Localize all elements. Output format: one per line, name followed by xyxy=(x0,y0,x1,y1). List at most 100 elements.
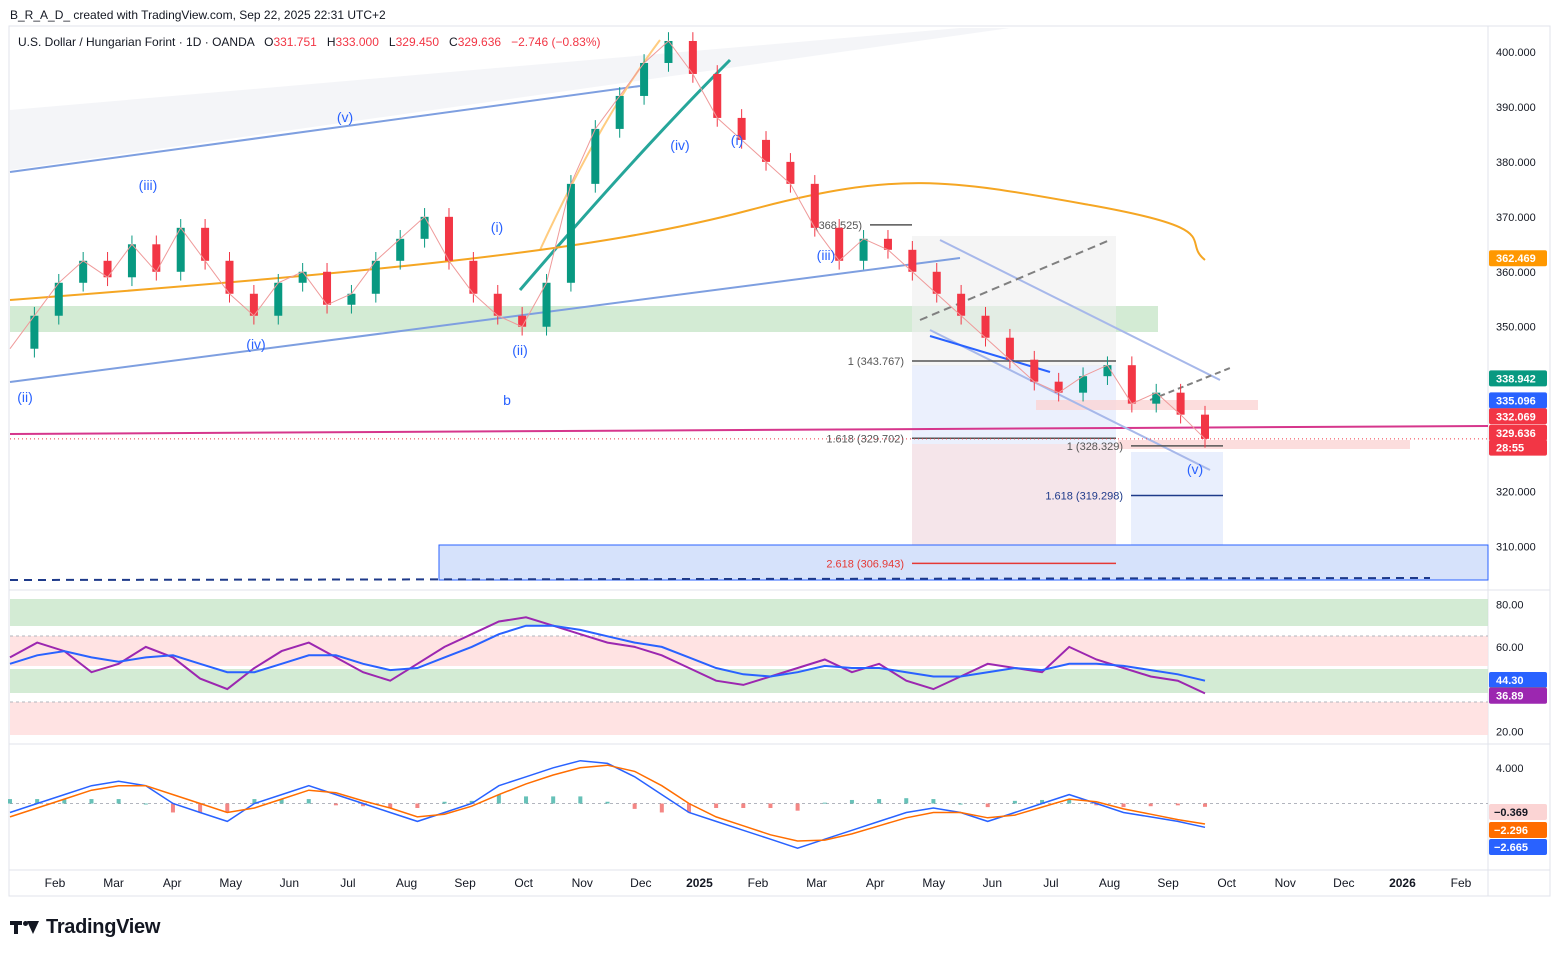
price-label-text: 362.469 xyxy=(1496,253,1536,265)
target-zone-blue xyxy=(438,544,1489,581)
macd-hist-bar xyxy=(985,803,990,808)
fib-level-label: 1.618 (329.702) xyxy=(826,433,904,445)
price-label-badge xyxy=(1489,439,1547,456)
candle-body xyxy=(79,260,88,283)
macd-hist-bar xyxy=(1067,799,1072,804)
macd-tick-label: 4.000 xyxy=(1496,763,1524,775)
price-tick-label: 370.000 xyxy=(1496,212,1536,224)
candle-body xyxy=(737,117,746,140)
wave-label: (iii) xyxy=(139,177,158,193)
macd-hist-bar xyxy=(1040,799,1045,804)
time-axis-label: Apr xyxy=(866,876,885,890)
candle-body xyxy=(1005,337,1014,360)
candle-body xyxy=(176,227,185,272)
candle-body xyxy=(201,227,210,261)
macd-hist-bar xyxy=(35,799,40,804)
candle-body xyxy=(542,282,551,327)
time-axis-label: Dec xyxy=(630,876,651,890)
candle-body xyxy=(298,271,307,283)
candle-body xyxy=(1054,381,1063,393)
candle-body xyxy=(957,293,966,316)
price-label-text: 28:55 xyxy=(1496,443,1524,455)
price-labels: 362.469 338.942 335.096 332.069 329.636 28:55… xyxy=(17,109,1547,477)
candle-body xyxy=(518,315,527,327)
chart-frame xyxy=(8,25,1551,897)
candle-body xyxy=(1079,376,1088,393)
candle-body xyxy=(883,238,892,250)
macd-label-text: −2.665 xyxy=(1494,842,1528,854)
candle-body xyxy=(859,238,868,261)
macd-hist-bar xyxy=(442,801,447,804)
macd-hist-bar xyxy=(714,803,719,808)
macd-hist-bar xyxy=(225,803,230,813)
candle-body xyxy=(323,271,332,305)
grey-dashed-projection xyxy=(919,239,1111,321)
price-label-text: 335.096 xyxy=(1496,395,1536,407)
macd-label-text: −0.369 xyxy=(1494,807,1528,819)
candle-body xyxy=(371,260,380,294)
time-axis-label: Dec xyxy=(1333,876,1354,890)
macd-axis: 4.000 xyxy=(10,763,1524,805)
channel-fill xyxy=(10,28,1010,170)
candle-body xyxy=(591,128,600,184)
tradingview-footer: TradingView xyxy=(10,914,160,940)
macd-label-text: −2.296 xyxy=(1494,825,1528,837)
channel-down-lower xyxy=(929,329,1211,471)
tradingview-logo-icon xyxy=(10,919,40,935)
time-axis-label: Feb xyxy=(45,876,66,890)
price-label-badge xyxy=(1489,392,1547,409)
macd-hist-bar xyxy=(198,803,203,813)
rsi-label-badge xyxy=(1489,672,1547,689)
candle-body xyxy=(1030,359,1039,382)
macd-hist-bar xyxy=(822,802,827,804)
change-value: −2.746 (−0.83%) xyxy=(511,35,601,49)
candle-body xyxy=(835,227,844,261)
candle-body xyxy=(152,244,161,272)
wave-label: (i) xyxy=(731,132,743,148)
candle-body xyxy=(908,249,917,272)
candle-body xyxy=(688,40,697,74)
rsi-axis: 20.00 60.00 80.00 xyxy=(1496,600,1524,739)
macd-hist-bar xyxy=(361,803,366,807)
channel-down-upper xyxy=(939,239,1221,381)
macd-hist-bar xyxy=(741,803,746,808)
macd-hist-bar xyxy=(1203,803,1207,807)
macd-hist-bar xyxy=(62,799,67,804)
wave-label: b xyxy=(503,392,511,408)
candle-body xyxy=(1127,365,1136,404)
rsi-label-badge xyxy=(1489,687,1547,704)
macd-hist-bar xyxy=(1148,803,1153,807)
price-tick-label: 320.000 xyxy=(1496,487,1536,499)
macd-hist-bar xyxy=(170,803,175,813)
open-label: O xyxy=(264,35,274,49)
time-axis-label: Apr xyxy=(163,876,182,890)
wave-label: (v) xyxy=(337,109,353,125)
macd-line xyxy=(9,764,1206,842)
fib-level-label: 1.618 (319.298) xyxy=(1045,490,1123,502)
wave-label: (ii) xyxy=(512,342,528,358)
macd-series xyxy=(9,759,1206,849)
macd-hist-bar xyxy=(415,803,420,808)
candle-body xyxy=(932,271,941,294)
fib-level-label: 1 (328.329) xyxy=(1067,441,1123,453)
wave-label: (iv) xyxy=(670,137,689,153)
macd-label-badge xyxy=(1489,804,1547,820)
rsi-zone-green-mid xyxy=(10,669,1488,693)
current-zone-red xyxy=(1118,440,1410,449)
open-value: 331.751 xyxy=(273,35,317,49)
price-axis: 310.000 320.000 350.000 360.000 370.000 380.0… xyxy=(1496,47,1536,554)
wave-label: (iv) xyxy=(246,336,265,352)
grey-dashed-short xyxy=(1149,367,1231,401)
rsi-zone-green-top xyxy=(10,599,1488,626)
rsi-series xyxy=(9,616,1206,695)
candle-body xyxy=(1152,392,1161,404)
macd-hist-bar xyxy=(605,801,610,804)
symbol-name[interactable]: U.S. Dollar / Hungarian Forint · 1D · OA… xyxy=(18,35,255,49)
time-axis-label: Aug xyxy=(1099,876,1120,890)
price-close-line xyxy=(9,40,1206,440)
price-zones xyxy=(10,28,1489,581)
dashed-target-line xyxy=(9,577,1431,581)
fib-level-label: 2.618 (306.943) xyxy=(826,558,904,570)
